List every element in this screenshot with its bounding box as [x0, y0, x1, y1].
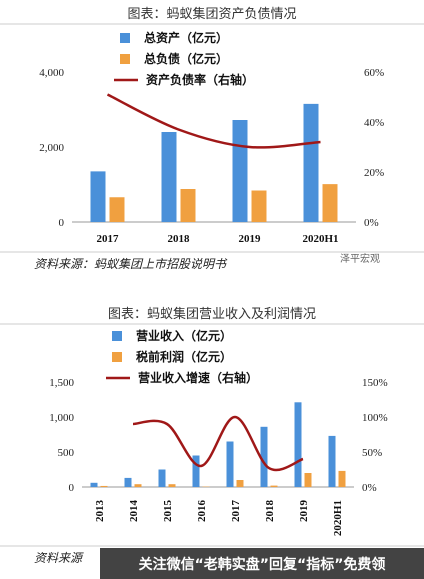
legend-swatch [112, 352, 122, 362]
bar-primary [232, 120, 248, 222]
right-tick-label: 60% [364, 67, 384, 79]
series-line [106, 93, 321, 149]
watermark-text: 泽平宏观 [340, 252, 380, 265]
bar-secondary [251, 190, 267, 222]
bar-secondary [338, 470, 346, 487]
x-tick-label: 2016 [196, 500, 208, 523]
chart-title: 图表：蚂蚁集团营业收入及利润情况 [108, 306, 316, 322]
right-tick-label: 50% [362, 447, 382, 459]
right-tick-label: 20% [364, 167, 384, 179]
bar-secondary [168, 484, 176, 487]
x-tick-label: 2018 [264, 500, 276, 523]
left-tick-label: 1,500 [49, 377, 74, 389]
bar-secondary [100, 485, 108, 487]
legend-swatch [120, 54, 130, 64]
left-tick-label: 4,000 [39, 67, 64, 79]
bar-primary [124, 477, 132, 487]
right-tick-label: 40% [364, 117, 384, 129]
bar-primary [158, 469, 166, 487]
legend-entry: 税前利润（亿元） [136, 349, 232, 364]
left-tick-label: 0 [69, 482, 75, 494]
bar-primary [303, 103, 319, 222]
legend-swatch [120, 33, 130, 43]
legend-entry: 营业收入增速（右轴） [138, 370, 258, 385]
bar-primary [294, 402, 302, 487]
x-tick-label: 2019 [298, 500, 310, 523]
chart-title: 图表：蚂蚁集团资产负债情况 [127, 6, 296, 22]
left-tick-label: 500 [58, 447, 75, 459]
legend-entry: 资产负债率（右轴） [146, 72, 254, 87]
bar-primary [192, 455, 200, 487]
bar-primary [328, 435, 336, 487]
bar-primary [226, 441, 234, 487]
left-tick-label: 1,000 [49, 412, 74, 424]
bar-secondary [304, 473, 312, 487]
left-tick-label: 0 [59, 217, 65, 229]
x-tick-label: 2020H1 [332, 500, 344, 536]
x-tick-label: 2017 [230, 500, 242, 523]
legend-entry: 总负债（亿元） [144, 51, 228, 66]
bar-secondary [236, 480, 244, 487]
x-tick-label: 2018 [168, 233, 191, 245]
source-note: 资料来源：蚂蚁集团上市招股说明书 [34, 257, 228, 271]
legend-entry: 总资产（亿元） [144, 30, 228, 45]
legend-swatch [112, 331, 122, 341]
bar-secondary [322, 184, 338, 222]
x-tick-label: 2017 [97, 233, 120, 245]
left-tick-label: 2,000 [39, 142, 64, 154]
bar-secondary [109, 197, 125, 222]
x-tick-label: 2014 [128, 500, 140, 523]
bar-primary [90, 171, 106, 222]
promo-banner-bg [100, 548, 424, 579]
right-tick-label: 150% [362, 377, 388, 389]
x-tick-label: 2013 [94, 500, 106, 523]
bar-secondary [134, 484, 142, 487]
x-tick-label: 2015 [162, 500, 174, 523]
x-tick-label: 2019 [239, 233, 262, 245]
legend-entry: 营业收入（亿元） [136, 328, 232, 343]
bar-secondary [270, 485, 278, 487]
bar-primary [260, 426, 268, 487]
bar-primary [90, 482, 98, 487]
promo-banner-text: 关注微信“老韩实盘”回复“指标”免费领 [139, 556, 386, 573]
promo-banner[interactable]: 关注微信“老韩实盘”回复“指标”免费领 [100, 548, 424, 579]
right-tick-label: 0% [364, 217, 379, 229]
source-note: 资料来源 [34, 551, 84, 565]
right-tick-label: 100% [362, 412, 388, 424]
bar-primary [161, 132, 177, 222]
x-tick-label: 2020H1 [302, 233, 338, 245]
bar-secondary [180, 189, 196, 222]
right-tick-label: 0% [362, 482, 377, 494]
series-line [132, 415, 304, 472]
